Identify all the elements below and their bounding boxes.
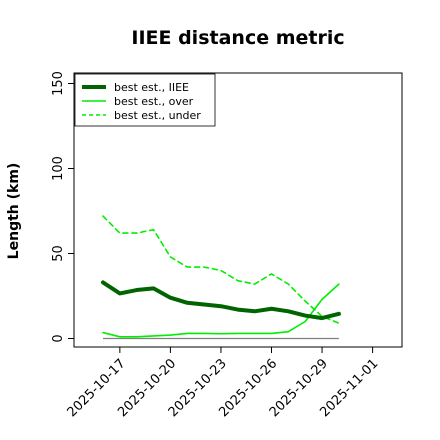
x-axis: 2025-10-172025-10-202025-10-232025-10-26…	[65, 347, 381, 420]
series-line-2	[102, 215, 340, 325]
y-tick-label: 0	[51, 334, 66, 342]
series-line-0	[101, 280, 341, 321]
y-tick-label: 50	[51, 245, 66, 262]
chart-title: IIEE distance metric	[131, 27, 344, 49]
y-tick-label: 150	[51, 71, 66, 96]
y-tick-label: 100	[51, 156, 66, 181]
series-line-1	[102, 283, 340, 338]
plot-area	[73, 72, 403, 348]
legend-label-2: best est., under	[114, 109, 201, 122]
legend-box	[74, 73, 216, 127]
series-layer	[101, 215, 341, 340]
legend-label-1: best est., over	[114, 95, 194, 108]
y-axis: 0 50 100 150	[51, 71, 74, 343]
y-axis-label: Length (km)	[6, 163, 22, 260]
legend-label-0: best est., IIEE	[114, 81, 189, 94]
